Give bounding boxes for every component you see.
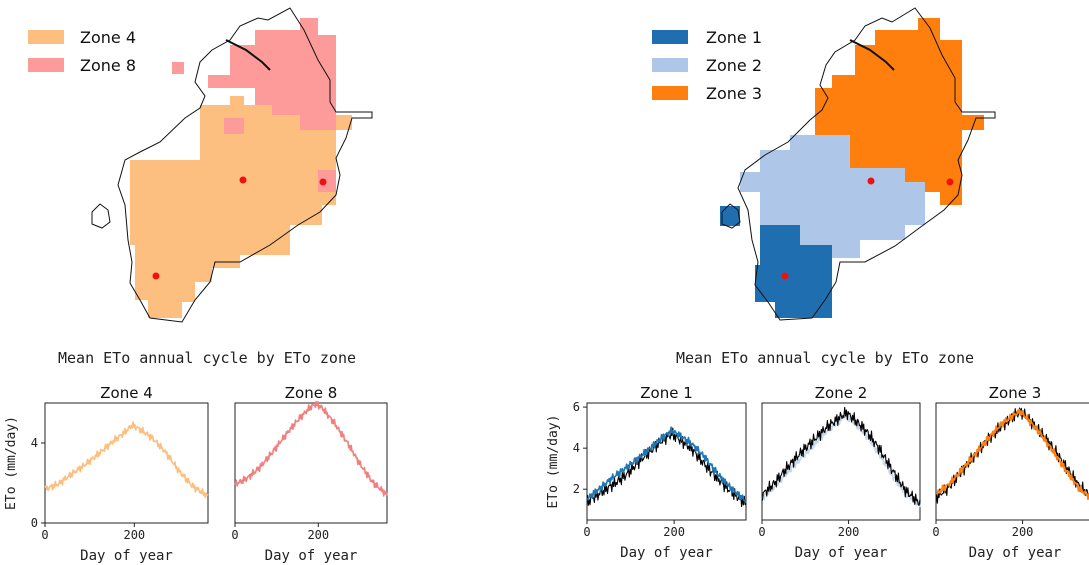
location-marker: [946, 178, 954, 186]
legend-label-zone-3: Zone 3: [706, 84, 762, 103]
series-line: [935, 407, 1089, 504]
left-map: Zone 4 Zone 8: [18, 7, 373, 323]
right-map: Zone 1 Zone 2 Zone 3: [642, 7, 996, 321]
left-map-zone-fill: [130, 18, 352, 318]
x-tick-label: 0: [41, 528, 48, 542]
x-tick-label: 0: [583, 525, 590, 539]
legend-swatch-zone-8: [28, 58, 64, 72]
x-tick-label: 0: [231, 528, 238, 542]
legend-swatch-zone-2: [652, 58, 688, 72]
legend-swatch-zone-4: [28, 30, 64, 44]
right-section-title: Mean ETo annual cycle by ETo zone: [676, 349, 974, 367]
x-axis-label: Day of year: [969, 545, 1062, 561]
legend-label-zone-2: Zone 2: [706, 56, 762, 75]
zone-1-patch: [720, 206, 740, 226]
y-tick-label: 2: [573, 482, 580, 496]
x-axis-label: Day of year: [265, 548, 358, 564]
zone-3-area: [815, 18, 984, 205]
left-map-river: [225, 39, 271, 71]
y-tick-label: 6: [573, 400, 580, 414]
zone-2-area: [740, 135, 925, 258]
plot-frame: [761, 402, 921, 521]
zone-8-patch: [318, 170, 336, 192]
series-line: [586, 426, 747, 504]
left-map-small-parcel: [91, 203, 111, 229]
subplot-title: Zone 4: [100, 384, 153, 402]
x-axis-label: Day of year: [795, 545, 888, 561]
series-line: [586, 427, 747, 508]
subplot-title: Zone 8: [285, 384, 338, 402]
location-marker: [781, 272, 789, 280]
series-line: [761, 406, 921, 506]
plot-frame: [935, 402, 1089, 521]
y-tick-label: 0: [31, 516, 38, 530]
x-tick-label: 200: [663, 525, 685, 539]
legend-swatch-zone-1: [652, 30, 688, 44]
right-map-river: [849, 39, 895, 71]
series-line: [234, 400, 388, 497]
legend-label-zone-4: Zone 4: [80, 28, 136, 47]
x-tick-label: 200: [1012, 525, 1034, 539]
right-map-boundary: [737, 7, 996, 321]
right-legend: Zone 1 Zone 2 Zone 3: [642, 22, 787, 112]
y-tick-label: 4: [573, 441, 580, 455]
zone-4-patch: [230, 96, 244, 110]
x-axis-label: Day of year: [620, 545, 713, 561]
y-axis-label: ETo (mm/day): [4, 416, 19, 510]
zone-4-area: [130, 85, 352, 318]
x-tick-label: 0: [758, 525, 765, 539]
location-marker: [239, 176, 247, 184]
location-marker: [867, 177, 875, 185]
x-tick-label: 200: [838, 525, 860, 539]
zone-8-patch: [172, 62, 184, 74]
plot-frame: [586, 402, 747, 521]
legend-swatch-zone-3: [652, 86, 688, 100]
left-legend: Zone 4 Zone 8: [18, 22, 158, 84]
zone-8-patch: [224, 118, 244, 134]
right-map-zone-fill: [720, 18, 984, 318]
left-map-boundary: [117, 7, 373, 323]
zone-1-area: [755, 225, 832, 318]
left-section-title: Mean ETo annual cycle by ETo zone: [58, 349, 356, 367]
legend-label-zone-8: Zone 8: [80, 56, 136, 75]
location-marker: [319, 178, 327, 186]
y-tick-label: 4: [31, 436, 38, 450]
series-line: [935, 408, 1089, 501]
x-tick-label: 0: [932, 525, 939, 539]
series-line: [44, 421, 209, 499]
plot-frame: [234, 402, 388, 524]
legend-label-zone-1: Zone 1: [706, 28, 762, 47]
subplot-title: Zone 3: [989, 384, 1042, 402]
location-marker: [152, 272, 160, 280]
x-tick-label: 200: [307, 528, 329, 542]
x-tick-label: 200: [123, 528, 145, 542]
subplot-title: Zone 1: [640, 384, 693, 402]
x-axis-label: Day of year: [80, 548, 173, 564]
plot-frame: [44, 402, 209, 524]
y-axis-label: ETo (mm/day): [546, 415, 561, 509]
right-map-small-parcel: [721, 203, 741, 229]
series-line: [761, 411, 921, 508]
subplot-title: Zone 2: [815, 384, 868, 402]
